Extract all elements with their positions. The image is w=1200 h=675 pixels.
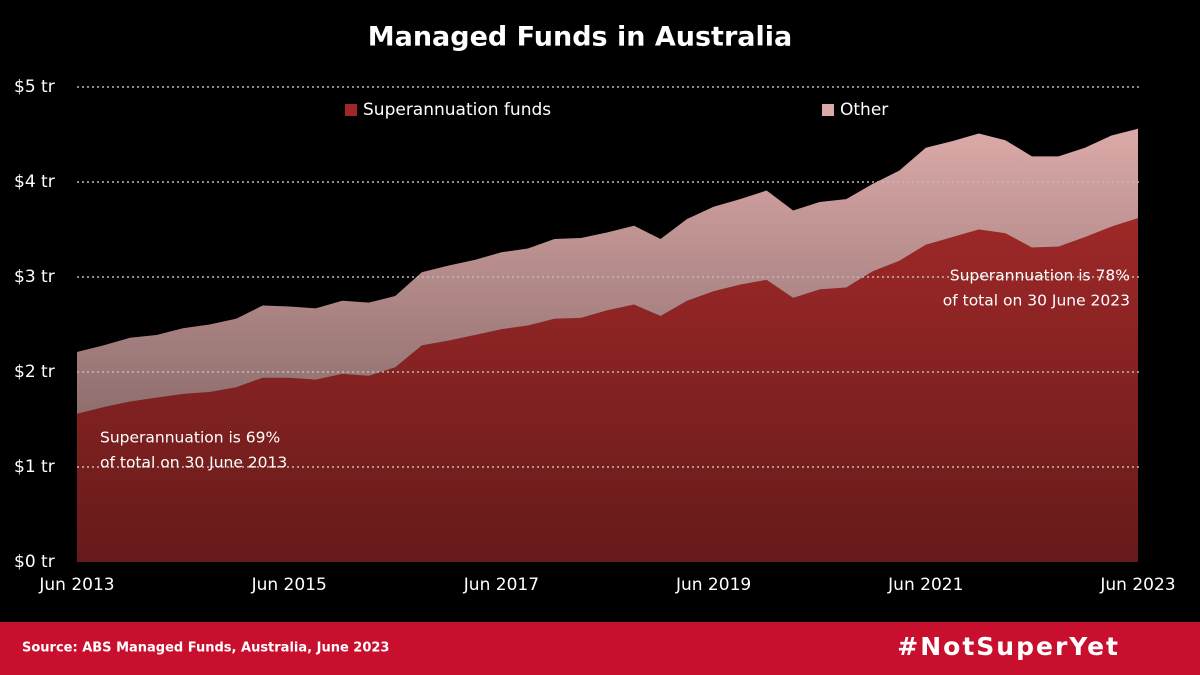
source: Source: ABS Managed Funds, Australia, Ju… xyxy=(22,641,389,656)
area-shade xyxy=(77,128,1138,414)
y-tick-label: $3 tr xyxy=(14,267,55,287)
x-tick-label: Jun 2015 xyxy=(251,575,327,595)
annotation: of total on 30 June 2013 xyxy=(100,454,287,472)
x-tick-label: Jun 2021 xyxy=(887,575,963,595)
legend-swatch xyxy=(345,104,357,116)
area-shade xyxy=(77,218,1138,562)
y-tick-label: $0 tr xyxy=(14,552,55,572)
annotation: Superannuation is 78% xyxy=(950,267,1130,285)
y-tick-label: $5 tr xyxy=(14,77,55,97)
plot: $0 tr $1 tr $2 tr $3 tr $4 tr $5 tr Jun 2013 Ju… xyxy=(14,77,1176,595)
annotation: of total on 30 June 2023 xyxy=(943,292,1130,310)
x-tick-label: Jun 2023 xyxy=(1099,575,1175,595)
x-tick-label: Jun 2017 xyxy=(463,575,539,595)
chart-title: Managed Funds in Australia xyxy=(368,22,792,53)
y-tick-label: $1 tr xyxy=(14,457,55,477)
y-tick-label: $2 tr xyxy=(14,362,55,382)
x-tick-label: Jun 2019 xyxy=(675,575,751,595)
hashtag: #NotSuperYet xyxy=(897,632,1120,661)
legend-label: Other xyxy=(840,100,888,120)
legend-label: Superannuation funds xyxy=(363,100,551,120)
legend-swatch xyxy=(822,104,834,116)
annotation: Superannuation is 69% xyxy=(100,429,280,447)
footer-bar xyxy=(0,622,1200,675)
y-tick-label: $4 tr xyxy=(14,172,55,192)
x-tick-label: Jun 2013 xyxy=(38,575,114,595)
